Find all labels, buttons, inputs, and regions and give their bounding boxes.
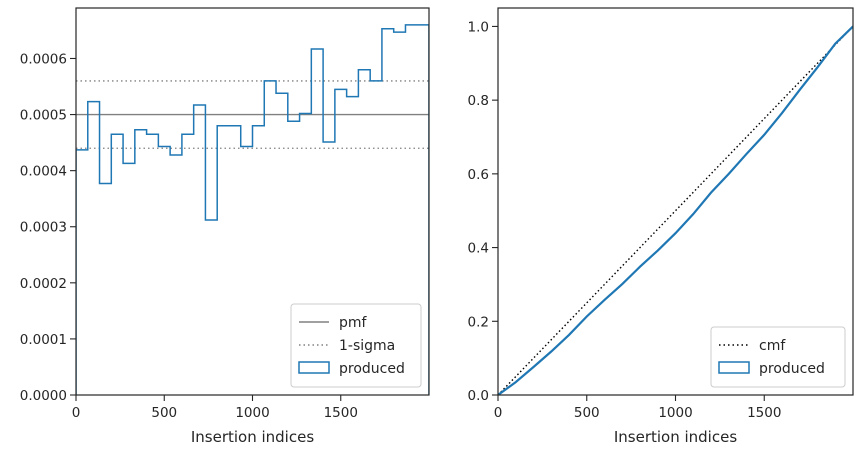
legend-box [710, 326, 846, 388]
y-tick-label: 0.2 [468, 314, 489, 330]
series-cmf [498, 25, 853, 395]
legend-label-produced: produced [759, 361, 825, 377]
pmf-histogram-chart: 0 500 1000 1500 0.00000.00010.00020.00030.0… [20, 7, 430, 446]
legend-label-1-sigma: 1-sigma [339, 338, 395, 354]
y-ticks-left: 0.0000 0.0001 0.0002 0.0003 0.0004 0.0005 0.00… [20, 51, 76, 404]
x-tick-label: 0 [72, 405, 81, 421]
legend-label-pmf: pmf [339, 315, 368, 331]
cmf-chart: 0 500 1000 1500 0.0 0.2 0.4 0.6 0.8 1.0 Insertio… [468, 7, 854, 446]
y-tick-label: 1.0 [468, 19, 489, 35]
y-ticks-right: 0.0 0.2 0.4 0.6 0.8 1.0 [468, 19, 498, 404]
x-ticks-right: 0 500 1000 1500 [494, 395, 781, 421]
x-tick-label: 1000 [235, 405, 269, 421]
x-axis-label-left: Insertion indices [191, 428, 314, 446]
x-tick-label: 1500 [747, 405, 781, 421]
legend-label-produced: produced [339, 361, 405, 377]
y-tick-label: 0.4 [468, 241, 489, 257]
legend-key-produced [718, 361, 750, 374]
y-tick-label: 0.0006 [20, 51, 67, 67]
series-produced [498, 25, 853, 395]
x-tick-label: 500 [574, 405, 600, 421]
x-ticks-left: 0 500 1000 1500 [72, 395, 358, 421]
x-axis-label-right: Insertion indices [614, 428, 737, 446]
histogram-produced [76, 24, 429, 395]
plot-area-right [498, 25, 853, 395]
y-tick-label: 0.0004 [20, 164, 67, 180]
legend-box [290, 303, 422, 388]
legend-left: pmf 1-sigma produced [290, 303, 422, 388]
x-tick-label: 500 [151, 405, 177, 421]
y-tick-label: 0.0 [468, 388, 489, 404]
legend-right: cmf produced [710, 326, 846, 388]
y-tick-label: 0.0005 [20, 108, 67, 124]
y-tick-label: 0.6 [468, 167, 489, 183]
x-tick-label: 0 [494, 405, 503, 421]
x-tick-label: 1000 [658, 405, 692, 421]
x-tick-label: 1500 [324, 405, 358, 421]
plot-area-left [76, 24, 429, 395]
legend-label-cmf: cmf [759, 338, 786, 354]
y-tick-label: 0.8 [468, 93, 489, 109]
y-tick-label: 0.0003 [20, 220, 67, 236]
y-tick-label: 0.0000 [20, 388, 67, 404]
legend-key-produced [298, 361, 330, 374]
y-tick-label: 0.0001 [20, 332, 67, 348]
y-tick-label: 0.0002 [20, 276, 67, 292]
